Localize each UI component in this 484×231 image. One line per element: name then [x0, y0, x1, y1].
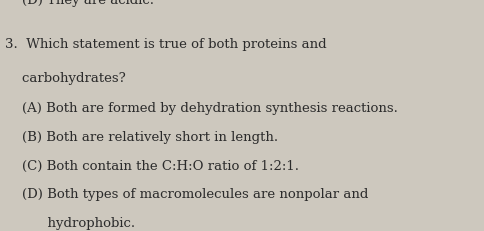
Text: (B) Both are relatively short in length.: (B) Both are relatively short in length. [5, 130, 277, 143]
Text: (C) Both contain the C:H:O ratio of 1:2:1.: (C) Both contain the C:H:O ratio of 1:2:… [5, 159, 298, 172]
Text: hydrophobic.: hydrophobic. [5, 216, 135, 229]
Text: (D) Both types of macromolecules are nonpolar and: (D) Both types of macromolecules are non… [5, 187, 367, 200]
Text: carbohydrates?: carbohydrates? [5, 71, 125, 84]
Text: 3.  Which statement is true of both proteins and: 3. Which statement is true of both prote… [5, 38, 326, 51]
Text: (A) Both are formed by dehydration synthesis reactions.: (A) Both are formed by dehydration synth… [5, 101, 397, 114]
Text: (D) They are acidic.: (D) They are acidic. [5, 0, 153, 7]
